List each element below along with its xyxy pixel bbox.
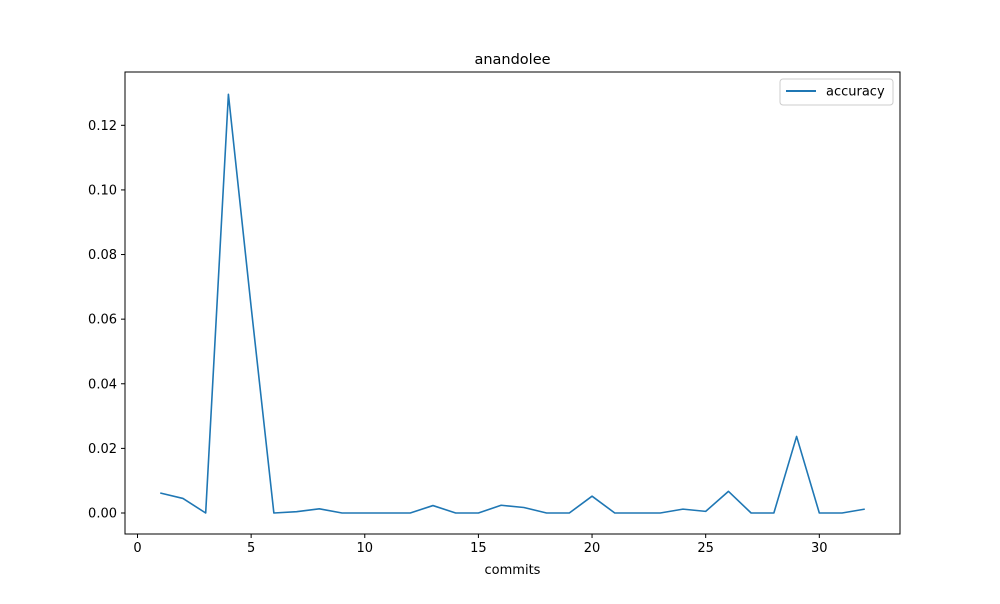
x-tick-label: 10 [356,541,373,556]
chart-title: anandolee [474,52,550,68]
x-axis: 0 5 10 15 20 25 30 [133,534,828,556]
x-tick-label: 25 [697,541,714,556]
plot-frame [124,71,901,535]
x-tick-label: 15 [470,541,487,556]
y-tick-label: 0.12 [88,119,117,134]
y-tick-label: 0.08 [88,248,117,263]
y-tick-label: 0.10 [88,183,117,198]
legend: accuracy [779,78,894,106]
x-axis-label: commits [485,563,541,578]
x-tick-label: 20 [584,541,601,556]
y-tick-label: 0.04 [88,377,117,392]
plot-area [160,93,865,514]
y-tick-label: 0.02 [88,442,117,457]
y-axis: 0.00 0.02 0.04 0.06 0.08 0.10 0.12 [88,119,125,522]
legend-label-accuracy: accuracy [826,85,885,100]
x-tick-label: 5 [247,541,255,556]
legend-box [779,78,894,106]
x-tick-label: 0 [133,541,141,556]
y-tick-label: 0.00 [88,507,117,522]
x-tick-label: 30 [811,541,828,556]
y-tick-label: 0.06 [88,313,117,328]
series-line-accuracy [160,93,865,514]
